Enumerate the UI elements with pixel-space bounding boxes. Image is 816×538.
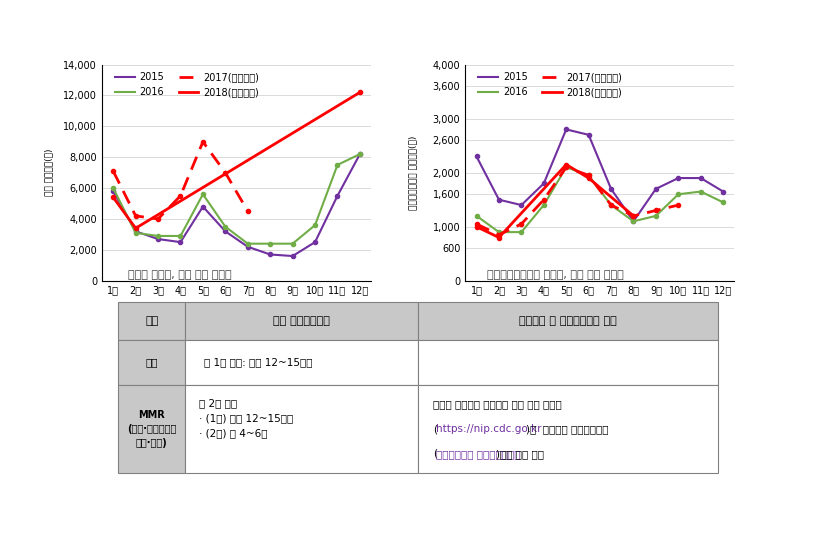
- Legend: 2015, 2016, 2017(잠정통계), 2018(잠정통계): 2015, 2016, 2017(잠정통계), 2018(잠정통계): [476, 69, 625, 100]
- Text: 표준 예방접종일정: 표준 예방접종일정: [273, 316, 330, 326]
- Text: 〈수두 연도별, 월별 신고 현황〉: 〈수두 연도별, 월별 신고 현황〉: [128, 270, 231, 280]
- Text: (: (: [433, 424, 437, 434]
- Text: MMR
(홍역·유행성이하
선염·풍진): MMR (홍역·유행성이하 선염·풍진): [127, 410, 176, 448]
- Text: 〈유행성이하선염 연도별, 월별 신고 현황〉: 〈유행성이하선염 연도별, 월별 신고 현황〉: [486, 270, 623, 280]
- Text: 총 1회 접종: 생후 12~15개월: 총 1회 접종: 생후 12~15개월: [204, 358, 312, 367]
- Text: )와  스마트폰 애플리케이션: )와 스마트폰 애플리케이션: [526, 424, 608, 434]
- Text: 구분: 구분: [145, 316, 158, 326]
- Text: 수두: 수두: [145, 358, 157, 367]
- Text: (: (: [433, 449, 437, 459]
- Text: https://nip.cdc.go.kr: https://nip.cdc.go.kr: [437, 424, 542, 434]
- Text: 접종기록 및 지정의료기관 확인: 접종기록 및 지정의료기관 확인: [519, 316, 617, 326]
- Text: 질병관리본부 예방접종도우미: 질병관리본부 예방접종도우미: [437, 449, 521, 459]
- Text: 총 2회 접종
· (1차) 생후 12~15개월
· (2차) 만 4~6세: 총 2회 접종 · (1차) 생후 12~15개월 · (2차) 만 4~6세: [199, 399, 293, 438]
- Y-axis label: 수두 신고건수(명): 수두 신고건수(명): [45, 149, 54, 196]
- Text: )에서 확인 가능: )에서 확인 가능: [496, 449, 543, 459]
- Text: 가까운 보건소나 인터넷의 예방 접종 도우미: 가까운 보건소나 인터넷의 예방 접종 도우미: [433, 399, 562, 409]
- Y-axis label: 유행성이하선염 신고건수(명): 유행성이하선염 신고건수(명): [408, 136, 417, 210]
- Legend: 2015, 2016, 2017(잠정통계), 2018(잠정통계): 2015, 2016, 2017(잠정통계), 2018(잠정통계): [113, 69, 262, 100]
